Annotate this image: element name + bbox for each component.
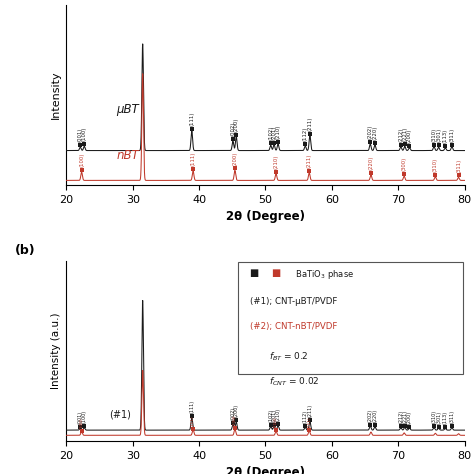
- Text: (100): (100): [80, 417, 83, 429]
- Text: (220): (220): [373, 126, 377, 140]
- Text: (202): (202): [368, 409, 373, 421]
- Text: (#1): (#1): [109, 410, 131, 419]
- Text: (111): (111): [189, 400, 194, 413]
- Text: (212): (212): [398, 128, 403, 142]
- Text: (210): (210): [273, 155, 279, 169]
- Text: (a): (a): [70, 0, 91, 1]
- Text: (001): (001): [78, 128, 83, 142]
- Text: BaTiO$_3$ phase: BaTiO$_3$ phase: [293, 268, 355, 281]
- Text: (310): (310): [431, 410, 437, 423]
- Text: $f_{CNT}$ = 0.02: $f_{CNT}$ = 0.02: [269, 376, 320, 389]
- Text: (201): (201): [272, 126, 276, 140]
- Text: (212): (212): [398, 410, 403, 423]
- Text: (310): (310): [433, 158, 438, 172]
- Text: (210): (210): [275, 408, 281, 421]
- Text: ■: ■: [272, 268, 281, 278]
- Text: (201): (201): [272, 409, 276, 421]
- Text: (113): (113): [443, 129, 448, 143]
- Text: (211): (211): [308, 403, 312, 417]
- Text: $f_{BT}$ = 0.2: $f_{BT}$ = 0.2: [269, 351, 309, 363]
- Text: (300): (300): [401, 157, 407, 171]
- Text: (210): (210): [275, 125, 281, 139]
- FancyBboxPatch shape: [237, 263, 463, 374]
- Text: (#2); CNT-nBT/PVDF: (#2); CNT-nBT/PVDF: [249, 322, 337, 331]
- Text: (100): (100): [82, 410, 87, 423]
- Text: (100): (100): [79, 153, 84, 167]
- Text: (111): (111): [191, 152, 196, 166]
- Text: (112): (112): [303, 410, 308, 423]
- Text: (301): (301): [436, 128, 441, 142]
- X-axis label: 2θ (Degree): 2θ (Degree): [226, 466, 305, 474]
- Text: (113): (113): [443, 411, 448, 424]
- Text: (200): (200): [407, 410, 412, 424]
- Text: (310): (310): [431, 128, 437, 142]
- Text: (002): (002): [230, 407, 236, 420]
- Text: (002): (002): [230, 122, 236, 137]
- Text: (220): (220): [368, 155, 374, 170]
- Text: (311): (311): [449, 410, 455, 423]
- Text: (111): (111): [191, 415, 195, 427]
- Text: (102): (102): [268, 126, 273, 140]
- Text: μBT: μBT: [116, 103, 139, 117]
- Text: ■: ■: [249, 268, 259, 278]
- Text: (311): (311): [449, 128, 455, 142]
- Text: (211): (211): [307, 416, 311, 428]
- X-axis label: 2θ (Degree): 2θ (Degree): [226, 210, 305, 223]
- Text: (b): (b): [15, 244, 35, 257]
- Text: (221): (221): [402, 410, 407, 423]
- Text: (200): (200): [234, 404, 239, 417]
- Text: (210): (210): [274, 417, 278, 428]
- Text: (311): (311): [456, 158, 461, 173]
- Text: (221): (221): [402, 127, 407, 141]
- Text: (202): (202): [368, 125, 373, 139]
- Text: (211): (211): [308, 117, 312, 131]
- Y-axis label: Intensity (a.u.): Intensity (a.u.): [51, 312, 61, 389]
- Y-axis label: Intensity: Intensity: [51, 71, 61, 119]
- Text: (112): (112): [303, 127, 308, 141]
- Text: (301): (301): [436, 410, 441, 424]
- Text: (220): (220): [373, 409, 377, 422]
- Text: (200): (200): [233, 415, 237, 427]
- Text: (211): (211): [307, 154, 312, 168]
- Text: (100): (100): [82, 127, 87, 141]
- Text: (#1); CNT-μBT/PVDF: (#1); CNT-μBT/PVDF: [249, 297, 337, 306]
- Text: (111): (111): [189, 111, 194, 126]
- Text: nBT: nBT: [116, 149, 139, 163]
- Text: (200): (200): [407, 128, 412, 143]
- Text: (001): (001): [78, 411, 83, 424]
- Text: (102): (102): [268, 409, 273, 422]
- Text: (200): (200): [234, 118, 239, 132]
- Text: (200): (200): [232, 151, 237, 165]
